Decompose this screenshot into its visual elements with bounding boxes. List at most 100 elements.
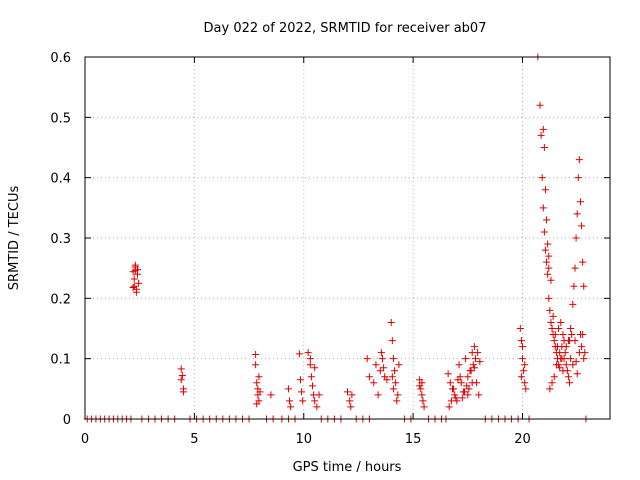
data-point [549, 312, 557, 320]
x-tick-label: 20 [514, 432, 531, 447]
data-point [555, 325, 563, 332]
data-point [286, 397, 294, 405]
data-point [284, 385, 292, 393]
data-point [315, 391, 323, 399]
data-point [545, 294, 553, 302]
data-point [517, 337, 525, 345]
x-tick-label: 15 [405, 432, 422, 447]
data-point [564, 373, 572, 381]
data-point [538, 174, 546, 182]
data-point [395, 361, 403, 369]
data-point [566, 337, 574, 345]
data-point [521, 361, 529, 369]
data-point [536, 101, 544, 109]
data-point [313, 403, 321, 411]
data-point [462, 355, 470, 363]
data-point [570, 282, 578, 290]
data-point [344, 388, 351, 396]
data-point [455, 361, 463, 369]
data-point [552, 361, 560, 369]
data-point [540, 144, 548, 151]
data-point [458, 394, 466, 402]
data-point [476, 358, 484, 366]
data-point [571, 264, 579, 272]
data-point [548, 325, 556, 332]
data-point [474, 349, 482, 357]
data-point [447, 397, 455, 405]
plot-frame [84, 56, 611, 420]
data-point [298, 388, 306, 396]
data-point [521, 379, 529, 387]
data-point [467, 367, 475, 375]
data-point [461, 388, 469, 396]
data-point [347, 403, 355, 411]
data-point [379, 355, 386, 363]
x-tick-label: 10 [295, 432, 312, 447]
data-point [540, 228, 548, 236]
data-point [370, 379, 378, 387]
data-point [547, 276, 555, 284]
data-point [556, 349, 564, 357]
data-point [388, 337, 396, 345]
y-tick-label: 0.4 [50, 172, 71, 187]
data-point [296, 376, 304, 384]
data-point [579, 258, 587, 266]
data-point [365, 373, 373, 381]
data-point [475, 391, 483, 399]
y-tick-label: 0.3 [50, 232, 71, 247]
y-axis-title: SRMTID / TECUs [7, 186, 22, 291]
data-point [372, 361, 380, 369]
data-point [348, 391, 356, 399]
data-point [566, 379, 574, 387]
ticks-layer: 0 5 10 15 20 0 0.1 0.2 0.3 0.4 0.5 0.6 [50, 51, 610, 447]
data-point [417, 385, 425, 393]
data-point [383, 376, 391, 384]
data-point [544, 270, 552, 278]
data-point [539, 204, 547, 212]
data-point [295, 350, 303, 358]
data-point [177, 376, 185, 384]
data-point [520, 367, 528, 375]
data-point [287, 403, 295, 411]
y-tick-label: 0.5 [50, 111, 71, 126]
data-point [388, 373, 396, 381]
data-point [389, 355, 397, 363]
data-point [541, 186, 549, 194]
data-point [544, 240, 552, 248]
data-point [522, 385, 530, 393]
data-point [376, 367, 384, 375]
data-point [560, 355, 568, 363]
y-tick-label: 0.6 [50, 51, 71, 66]
data-point [568, 331, 576, 339]
chart-title: Day 022 of 2022, SRMTID for receiver ab0… [204, 21, 487, 36]
data-point [556, 364, 564, 372]
data-point [374, 391, 382, 399]
data-point [253, 379, 261, 387]
data-point [451, 391, 459, 399]
data-point [363, 355, 371, 363]
data-point [574, 174, 582, 182]
data-point [387, 318, 395, 326]
grid-layer [85, 57, 610, 419]
data-point [547, 318, 555, 326]
data-point [516, 325, 524, 332]
data-point [135, 279, 143, 287]
data-point [130, 275, 138, 283]
data-point [267, 391, 275, 399]
data-point [452, 394, 460, 402]
data-point [575, 156, 583, 164]
data-point [255, 373, 263, 381]
data-point [464, 373, 472, 381]
data-point [256, 388, 264, 396]
data-point [537, 131, 545, 139]
data-point [309, 382, 316, 390]
data-point [131, 267, 139, 275]
data-point [550, 373, 558, 381]
x-axis-title: GPS time / hours [293, 460, 402, 475]
data-point [445, 403, 453, 411]
data-point [177, 365, 185, 373]
data-point [573, 370, 581, 378]
data-point [468, 379, 476, 387]
data-point [548, 379, 556, 387]
